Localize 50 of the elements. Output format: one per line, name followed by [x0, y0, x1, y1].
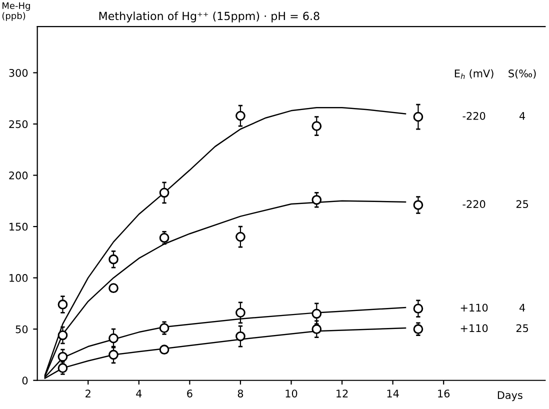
y-tick-label: 100: [10, 274, 28, 282]
annotation: 25: [516, 324, 528, 332]
point: [108, 254, 118, 264]
x-tick-label: 8: [238, 390, 244, 398]
y-tick-label: 200: [9, 172, 28, 180]
x-tick-label: 6: [187, 390, 192, 398]
point: [159, 188, 170, 198]
annotation: 4: [520, 304, 526, 312]
x-tick-label: 12: [336, 390, 348, 398]
x-tick-label: 16: [438, 390, 450, 398]
chart-title: Methylation of Hg⁺⁺ (15ppm) · pH = 6.8: [99, 12, 320, 22]
x-tick-label: 2: [86, 390, 90, 398]
annotation: E$_{h}$ (mV): [454, 69, 494, 79]
point: [236, 331, 246, 342]
point: [159, 232, 170, 243]
point: [108, 350, 118, 360]
x-axis-title: Days: [498, 391, 522, 402]
point: [312, 121, 322, 131]
point: [236, 308, 246, 318]
point: [58, 300, 68, 310]
point: [108, 283, 118, 294]
annotation: 4: [520, 112, 526, 120]
point: [236, 110, 246, 121]
annotation: 25: [516, 200, 528, 208]
point: [236, 232, 246, 242]
point: [108, 333, 118, 344]
x-tick-label: 4: [136, 390, 142, 398]
annotation: +110: [460, 304, 488, 312]
annotation: -220: [462, 200, 486, 208]
point: [312, 194, 322, 205]
point: [312, 308, 322, 319]
point: [159, 323, 170, 333]
point: [413, 112, 424, 122]
y-tick-label: 300: [9, 68, 28, 77]
point: [413, 324, 424, 334]
y-tick-label: 0: [22, 376, 28, 384]
y-axis-title: Me-Hg (ppb): [2, 2, 30, 21]
point: [312, 324, 322, 334]
y-tick-label: 150: [10, 222, 28, 231]
annotation: +110: [460, 324, 488, 332]
point: [159, 344, 170, 355]
x-tick-label: 14: [387, 390, 399, 398]
x-tick-label: 10: [286, 390, 298, 398]
annotation: -220: [462, 112, 486, 120]
y-tick-label: 50: [16, 325, 28, 334]
point: [413, 200, 424, 210]
y-tick-label: 250: [9, 120, 28, 128]
point: [413, 304, 424, 314]
point: [58, 330, 68, 340]
annotation: S(‰): [508, 69, 536, 79]
